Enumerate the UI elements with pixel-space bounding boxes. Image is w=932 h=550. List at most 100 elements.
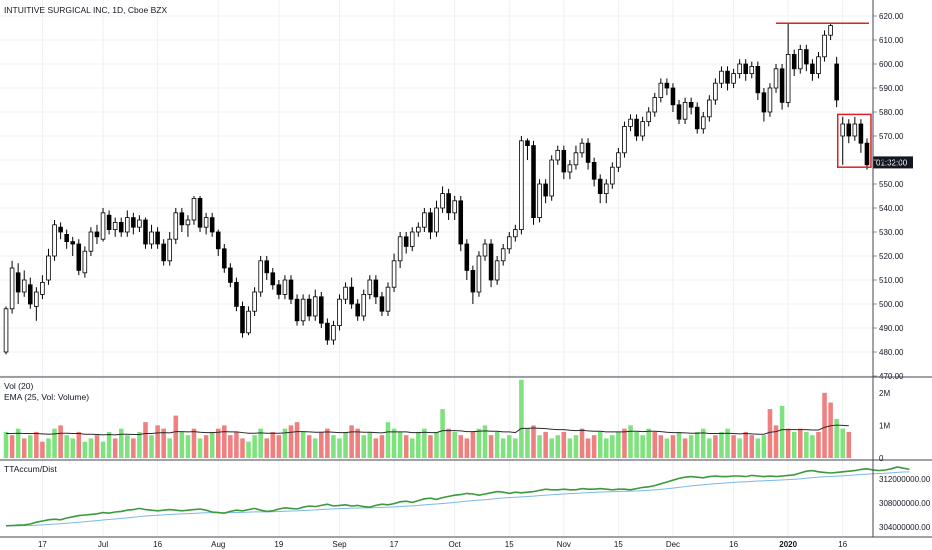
volume-bar <box>634 431 639 458</box>
candle-body <box>264 260 270 274</box>
ema-label: EMA (25, Vol: Volume) <box>4 392 89 402</box>
candle-body <box>543 183 548 197</box>
volume-bar <box>252 435 257 458</box>
volume-bar <box>610 435 615 458</box>
candle-body <box>567 164 573 173</box>
volume-bar <box>209 431 215 458</box>
candle-body <box>64 233 69 242</box>
candle-body <box>46 255 51 281</box>
volume-bar <box>579 428 585 458</box>
volume-bar <box>282 428 288 458</box>
time-tick-label: 17 <box>38 540 47 549</box>
candle-body <box>591 161 597 180</box>
volume-bar <box>482 425 488 458</box>
volume-bar <box>555 435 561 458</box>
time-tick-label: Jul <box>98 540 108 549</box>
volume-bar <box>791 431 797 458</box>
candle-body <box>725 70 730 84</box>
candle-body <box>100 212 106 240</box>
volume-bar <box>125 435 130 458</box>
candle-body <box>222 248 227 269</box>
volume-bar <box>325 428 330 458</box>
volume-bar <box>58 425 63 458</box>
volume-bar <box>373 438 379 458</box>
candle-body <box>640 121 645 137</box>
volume-bar <box>616 431 621 458</box>
volume-bar <box>46 438 51 458</box>
candle-body <box>646 111 651 122</box>
candle-body <box>349 286 354 305</box>
volume-tick-label: 2M <box>879 389 890 398</box>
volume-bar <box>519 379 524 458</box>
volume-bar <box>240 438 245 458</box>
candle-body <box>628 118 633 127</box>
candle-body <box>203 217 209 228</box>
volume-bar <box>3 431 9 458</box>
volume-bar <box>688 435 694 458</box>
candle-body <box>52 224 57 257</box>
volume-tick-label: 0 <box>879 454 884 463</box>
candles <box>3 23 870 355</box>
volume-bar <box>300 431 306 458</box>
annotations: 01:32:00 <box>776 22 913 169</box>
volume-bar <box>288 425 294 458</box>
candle-body <box>494 260 500 281</box>
volume-bar <box>428 435 433 458</box>
candle-body <box>131 217 136 228</box>
candle-body <box>858 123 864 144</box>
candle-body <box>70 241 76 245</box>
volume-bar <box>143 422 148 458</box>
volume-bar <box>191 428 197 458</box>
candle-body <box>240 305 245 334</box>
volume-bar <box>828 402 833 458</box>
price-tick-label: 620.00 <box>879 12 904 21</box>
volume-bar <box>294 422 300 458</box>
volume-bar <box>106 431 112 458</box>
candle-body <box>191 197 197 221</box>
candle-body <box>658 82 664 98</box>
candle-body <box>500 248 506 262</box>
volume-bar <box>112 438 118 458</box>
candle-body <box>603 183 609 194</box>
volume-bar <box>755 438 761 458</box>
volume-bar <box>603 438 609 458</box>
candle-body <box>403 236 409 247</box>
volume-bar <box>21 438 27 458</box>
volume-bar <box>88 438 94 458</box>
accum-tick-label: 312000000.00 <box>879 475 931 484</box>
candle-body <box>112 221 118 230</box>
candle-body <box>15 272 21 293</box>
volume-bar <box>846 431 852 458</box>
volume-bar <box>131 438 136 458</box>
volume-bar <box>573 435 579 458</box>
volume-bar <box>434 431 439 458</box>
candle-body <box>40 281 45 295</box>
candle-body <box>622 126 627 154</box>
volume-bar <box>840 428 845 458</box>
volume-bar <box>52 428 57 458</box>
price-tick-label: 580.00 <box>879 108 904 117</box>
price-tick-label: 520.00 <box>879 252 904 261</box>
volume-bar <box>167 438 173 458</box>
candle-body <box>106 214 112 230</box>
candle-body <box>361 293 367 317</box>
price-tick-label: 610.00 <box>879 36 904 45</box>
candle-body <box>555 149 561 161</box>
volume-bar <box>403 435 409 458</box>
candle-body <box>804 49 809 65</box>
candle-body <box>731 73 736 84</box>
candle-body <box>713 82 718 101</box>
candle-body <box>82 250 88 274</box>
volume-bar <box>652 431 658 458</box>
candle-body <box>700 116 706 130</box>
volume-bar <box>506 435 512 458</box>
candle-body <box>312 296 318 317</box>
volume-bar <box>385 422 391 458</box>
volume-bar <box>664 438 670 458</box>
volume-bar <box>215 428 221 458</box>
volume-label: Vol (20) <box>4 381 33 391</box>
candle-body <box>391 260 397 288</box>
volume-bar <box>355 428 360 458</box>
candle-body <box>785 54 791 103</box>
